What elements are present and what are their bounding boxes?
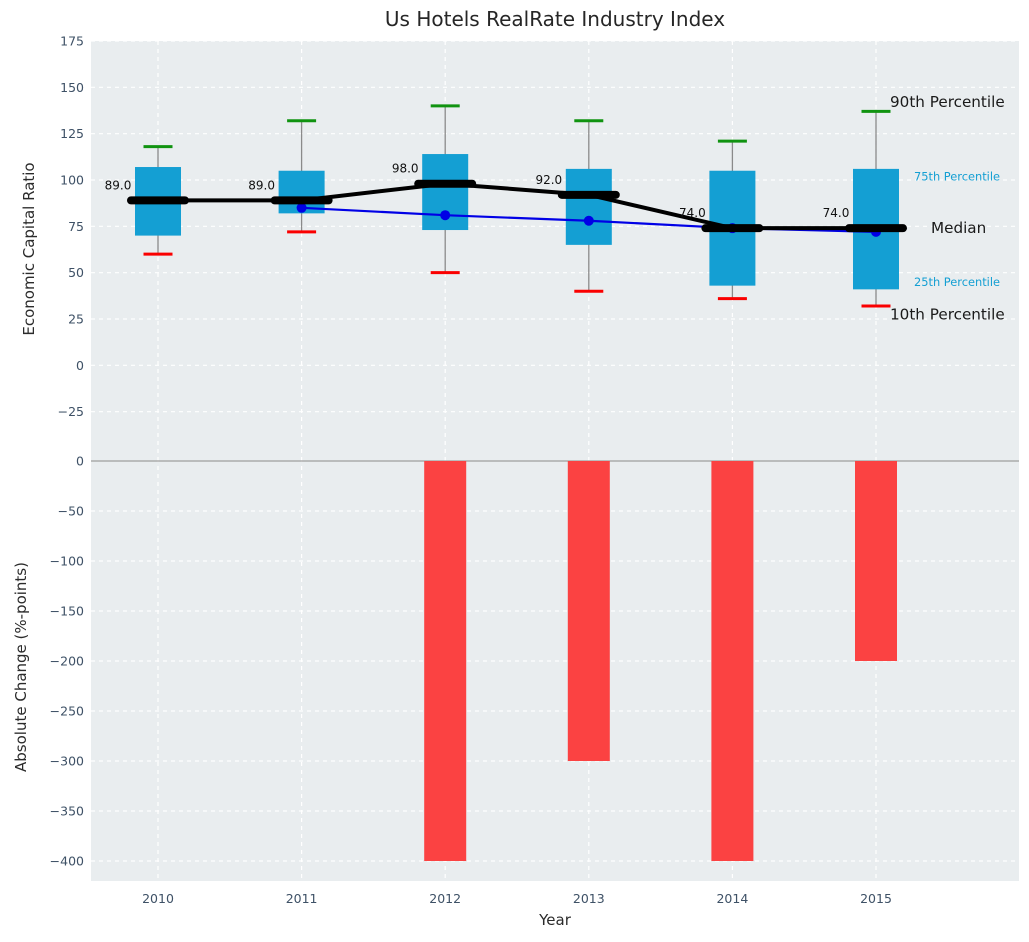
x-tick-label: 2010 <box>142 891 174 906</box>
change-bar <box>424 461 467 861</box>
y-tick-label-top: 150 <box>60 80 84 95</box>
median-value-label: 98.0 <box>392 162 419 176</box>
x-tick-label: 2015 <box>860 891 892 906</box>
x-tick-label: 2013 <box>573 891 605 906</box>
y-tick-label-top: 25 <box>68 312 84 327</box>
annotation-label: 75th Percentile <box>914 169 1000 183</box>
change-bar <box>711 461 754 861</box>
change-bar <box>855 461 897 661</box>
y-tick-label-bottom: −350 <box>50 804 84 819</box>
y-tick-label-top: 50 <box>68 265 84 280</box>
y-tick-label-bottom: −150 <box>50 604 84 619</box>
y-tick-label-bottom: −250 <box>50 704 84 719</box>
company-dot <box>440 210 451 221</box>
y-tick-label-bottom: −100 <box>50 554 84 569</box>
median-value-label: 74.0 <box>679 206 706 220</box>
y-tick-label-bottom: −400 <box>50 854 84 869</box>
y-tick-label-bottom: −50 <box>58 504 84 519</box>
y-tick-label-top: 175 <box>60 34 84 49</box>
annotation-label: 90th Percentile <box>890 93 1005 111</box>
y-tick-label-top: 0 <box>76 358 84 373</box>
annotation-label: 10th Percentile <box>890 305 1005 323</box>
annotation-label: 25th Percentile <box>914 275 1000 289</box>
change-bar <box>567 461 610 761</box>
y-tick-label-bottom: −200 <box>50 654 84 669</box>
annotation-label: Median <box>931 219 986 237</box>
x-tick-label: 2011 <box>286 891 318 906</box>
company-dot <box>296 202 307 213</box>
x-tick-label: 2012 <box>429 891 461 906</box>
median-value-label: 92.0 <box>535 173 562 187</box>
y-tick-label-top: 75 <box>68 219 84 234</box>
x-axis-label: Year <box>539 911 571 929</box>
y-tick-label-top: 125 <box>60 126 84 141</box>
y-tick-label-bottom: −300 <box>50 754 84 769</box>
median-value-label: 74.0 <box>823 206 850 220</box>
median-value-label: 89.0 <box>248 178 275 192</box>
y-tick-label-top: −25 <box>58 404 84 419</box>
x-tick-label: 2014 <box>716 891 748 906</box>
median-value-label: 89.0 <box>105 178 132 192</box>
y-tick-label-top: 100 <box>60 173 84 188</box>
chart-title: Us Hotels RealRate Industry Index <box>384 7 726 31</box>
y-tick-label-bottom: 0 <box>76 454 84 469</box>
iqr-box <box>565 168 612 245</box>
company-dot <box>583 215 594 226</box>
